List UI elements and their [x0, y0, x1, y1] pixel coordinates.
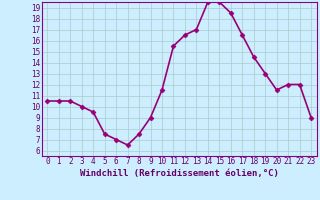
- X-axis label: Windchill (Refroidissement éolien,°C): Windchill (Refroidissement éolien,°C): [80, 169, 279, 178]
